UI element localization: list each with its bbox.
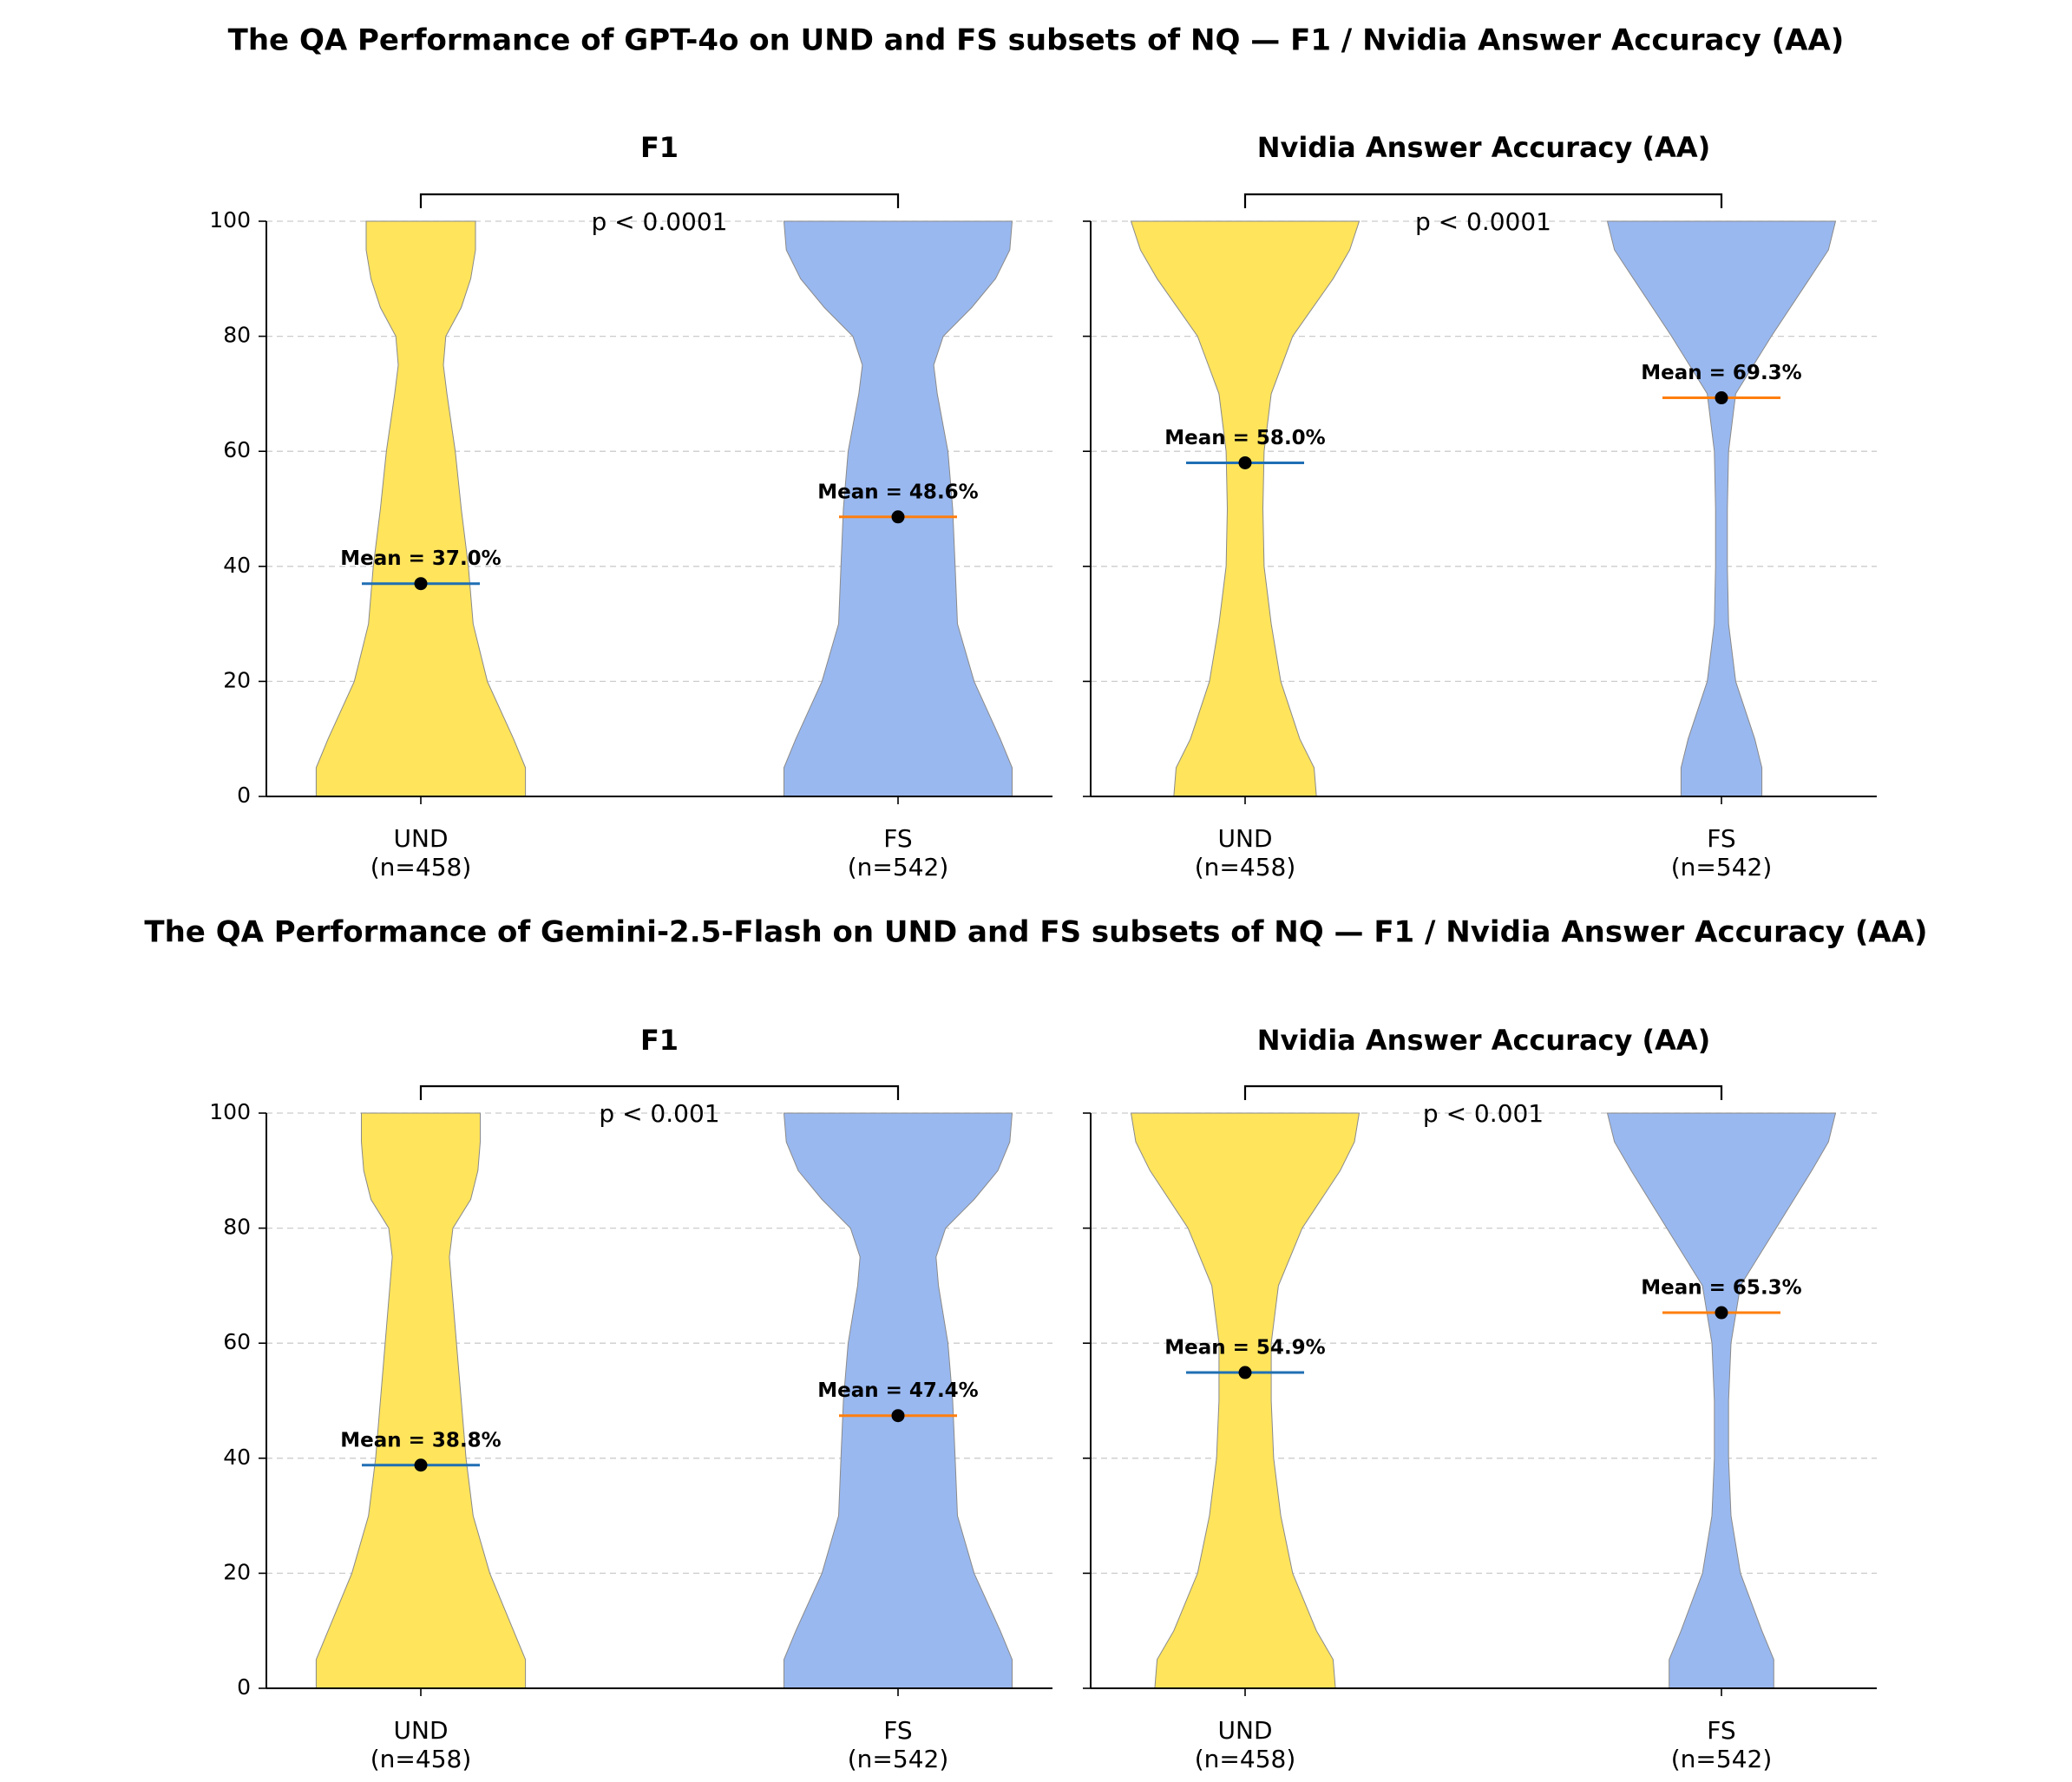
y-tick-label: 0	[237, 1674, 251, 1700]
y-tick-label: 40	[223, 553, 251, 578]
significance-label: p < 0.0001	[1415, 207, 1551, 236]
panel-0-0: F1 0 20 40 60 80 100 Mean = 37.0% UND(n=458) Mean…	[209, 131, 1052, 881]
mean-label-und: Mean = 37.0%	[340, 547, 501, 570]
y-tick-label: 100	[209, 1099, 251, 1124]
y-tick-label: 40	[223, 1445, 251, 1470]
mean-label-fs: Mean = 48.6%	[817, 481, 978, 503]
x-label-fs: FS	[1707, 1716, 1735, 1745]
y-tick-label: 20	[223, 667, 251, 692]
mean-label-und: Mean = 54.9%	[1164, 1337, 1325, 1359]
significance-label: p < 0.0001	[591, 207, 727, 236]
figure-title: The QA Performance of GPT-4o on UND and …	[228, 23, 1845, 58]
x-count-und: (n=458)	[370, 853, 472, 881]
violin-und	[315, 220, 527, 797]
y-tick-label: 100	[209, 207, 251, 233]
x-count-fs: (n=542)	[1671, 853, 1773, 881]
y-tick-label: 60	[223, 1329, 251, 1354]
significance-label: p < 0.001	[599, 1099, 719, 1128]
x-count-und: (n=458)	[1195, 853, 1296, 881]
mean-point-fs	[1715, 1306, 1728, 1320]
panel-title: F1	[640, 131, 679, 164]
significance-bracket	[419, 1084, 900, 1100]
panel-title: Nvidia Answer Accuracy (AA)	[1257, 1024, 1711, 1057]
x-label-und: UND	[1218, 824, 1273, 853]
violin-und	[1130, 1112, 1361, 1689]
x-label-und: UND	[394, 824, 449, 853]
mean-label-fs: Mean = 65.3%	[1641, 1277, 1801, 1300]
y-tick-label: 80	[223, 323, 251, 348]
violin-fs	[1606, 1112, 1837, 1689]
x-label-und: UND	[394, 1716, 449, 1745]
x-label-und: UND	[1218, 1716, 1273, 1745]
mean-label-fs: Mean = 69.3%	[1641, 362, 1801, 384]
significance-bracket	[1243, 193, 1723, 208]
figure-title: The QA Performance of Gemini-2.5-Flash o…	[144, 915, 1927, 950]
mean-point-und	[1238, 1366, 1252, 1379]
mean-point-fs	[891, 1409, 905, 1423]
violin-und	[315, 1112, 527, 1689]
y-tick-label: 20	[223, 1559, 251, 1584]
violin-fs	[1606, 220, 1837, 797]
mean-label-und: Mean = 58.0%	[1164, 427, 1325, 449]
panel-title: Nvidia Answer Accuracy (AA)	[1257, 131, 1711, 164]
x-count-und: (n=458)	[1195, 1745, 1296, 1773]
x-label-fs: FS	[883, 824, 912, 853]
violin-und	[1130, 220, 1361, 797]
violin-fs	[783, 220, 1013, 797]
x-count-fs: (n=542)	[848, 1745, 949, 1773]
x-label-fs: FS	[1707, 824, 1735, 853]
significance-bracket	[1243, 1084, 1723, 1100]
x-count-fs: (n=542)	[848, 853, 949, 881]
x-count-fs: (n=542)	[1671, 1745, 1773, 1773]
panel-1-1: Nvidia Answer Accuracy (AA) Mean = 54.9% U…	[1083, 1024, 1877, 1773]
significance-label: p < 0.001	[1423, 1099, 1544, 1128]
mean-point-und	[414, 577, 428, 591]
mean-label-und: Mean = 38.8%	[340, 1429, 501, 1451]
mean-label-fs: Mean = 47.4%	[817, 1379, 978, 1402]
panel-1-0: F1 0 20 40 60 80 100 Mean = 38.8% UND(n=458) Mean…	[209, 1024, 1052, 1773]
panel-0-1: Nvidia Answer Accuracy (AA) Mean = 58.0% U…	[1083, 131, 1877, 881]
x-count-und: (n=458)	[370, 1745, 472, 1773]
mean-point-und	[414, 1458, 428, 1472]
mean-point-und	[1238, 455, 1252, 469]
mean-point-fs	[891, 510, 905, 524]
panel-title: F1	[640, 1024, 679, 1057]
significance-bracket	[419, 193, 900, 208]
y-tick-label: 60	[223, 437, 251, 462]
mean-point-fs	[1715, 391, 1728, 405]
violin-fs	[783, 1112, 1013, 1689]
y-tick-label: 0	[237, 783, 251, 808]
x-label-fs: FS	[883, 1716, 912, 1745]
y-tick-label: 80	[223, 1215, 251, 1240]
